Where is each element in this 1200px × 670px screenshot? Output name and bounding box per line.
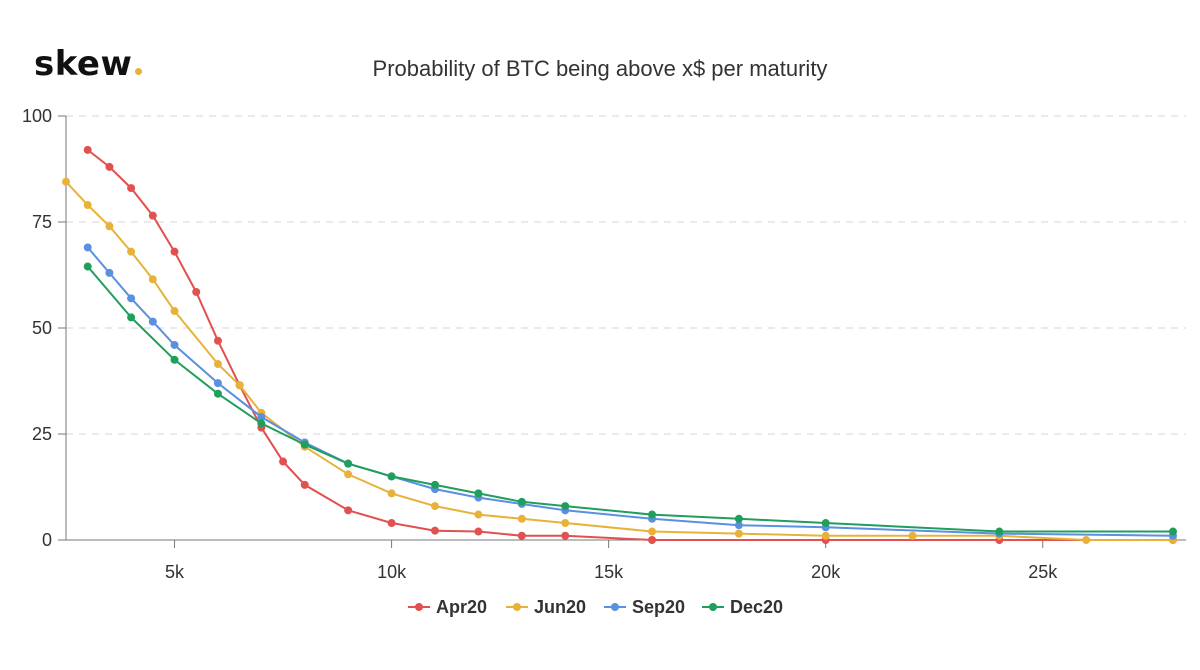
y-tick-label: 75 <box>32 212 52 232</box>
data-point[interactable] <box>517 497 526 506</box>
data-point[interactable] <box>127 184 136 193</box>
data-point[interactable] <box>170 247 179 256</box>
legend-marker-icon <box>415 603 423 611</box>
data-point[interactable] <box>995 527 1004 536</box>
data-point[interactable] <box>62 177 70 186</box>
data-point[interactable] <box>127 247 136 256</box>
logo-dot-icon <box>135 68 143 75</box>
data-point[interactable] <box>561 531 570 540</box>
series-line <box>65 181 1173 541</box>
x-tick-label: 25k <box>1028 562 1058 582</box>
data-point[interactable] <box>648 536 657 544</box>
y-tick-label: 25 <box>32 424 52 444</box>
legend-marker-icon <box>611 603 619 611</box>
data-point[interactable] <box>257 413 266 422</box>
data-point[interactable] <box>300 440 309 449</box>
series-sep20 <box>83 243 1177 540</box>
data-point[interactable] <box>148 275 157 284</box>
y-tick-label: 0 <box>42 530 52 550</box>
series-apr20 <box>83 145 1177 544</box>
data-point[interactable] <box>734 521 743 530</box>
series-line <box>86 246 1174 537</box>
logo-text: skew <box>34 44 133 84</box>
data-point[interactable] <box>474 489 483 498</box>
data-point[interactable] <box>908 531 917 540</box>
data-point[interactable] <box>83 243 92 252</box>
legend[interactable]: Apr20 Jun20 Sep20 Dec20 <box>408 597 783 617</box>
data-point[interactable] <box>561 502 570 511</box>
data-point[interactable] <box>734 529 743 538</box>
data-point[interactable] <box>213 336 222 345</box>
data-point[interactable] <box>83 262 92 271</box>
series-jun20 <box>62 177 1177 544</box>
legend-item-apr20[interactable]: Apr20 <box>408 597 487 617</box>
data-point[interactable] <box>105 222 114 231</box>
data-point[interactable] <box>648 510 657 519</box>
data-point[interactable] <box>235 381 244 390</box>
data-point[interactable] <box>474 510 483 519</box>
data-point[interactable] <box>1168 527 1177 536</box>
data-point[interactable] <box>517 514 526 523</box>
data-point[interactable] <box>170 307 179 316</box>
data-point[interactable] <box>279 457 288 466</box>
x-tick-label: 15k <box>594 562 624 582</box>
data-point[interactable] <box>734 514 743 523</box>
series-dec20 <box>83 262 1177 536</box>
y-tick-label: 100 <box>22 106 52 126</box>
legend-label: Apr20 <box>436 597 487 617</box>
data-point[interactable] <box>83 145 92 154</box>
axes: 0 25 50 75 100 5k 10k 15k 20k 25k <box>22 106 1186 582</box>
x-tick-label: 5k <box>165 562 185 582</box>
grid <box>66 115 1186 435</box>
legend-marker-icon <box>709 603 717 611</box>
data-point[interactable] <box>1082 536 1091 544</box>
chart-title: Probability of BTC being above x$ per ma… <box>373 56 828 81</box>
data-point[interactable] <box>213 360 222 369</box>
skew-logo: skew <box>34 44 143 84</box>
data-point[interactable] <box>213 389 222 398</box>
data-point[interactable] <box>192 287 201 296</box>
data-point[interactable] <box>105 162 114 171</box>
legend-item-dec20[interactable]: Dec20 <box>702 597 783 617</box>
data-point[interactable] <box>127 294 136 303</box>
legend-label: Dec20 <box>730 597 783 617</box>
y-tick-label: 50 <box>32 318 52 338</box>
legend-marker-icon <box>513 603 521 611</box>
data-point[interactable] <box>430 526 439 535</box>
data-point[interactable] <box>474 527 483 536</box>
data-point[interactable] <box>170 355 179 364</box>
data-point[interactable] <box>170 340 179 349</box>
legend-label: Sep20 <box>632 597 685 617</box>
data-point[interactable] <box>213 379 222 388</box>
data-point[interactable] <box>430 502 439 511</box>
series-group <box>62 145 1177 544</box>
data-point[interactable] <box>821 519 830 528</box>
data-point[interactable] <box>561 519 570 528</box>
data-point[interactable] <box>387 519 396 528</box>
data-point[interactable] <box>430 480 439 489</box>
data-point[interactable] <box>387 489 396 498</box>
data-point[interactable] <box>300 480 309 489</box>
data-point[interactable] <box>387 472 396 481</box>
data-point[interactable] <box>648 527 657 536</box>
x-tick-label: 10k <box>377 562 407 582</box>
data-point[interactable] <box>344 459 353 468</box>
data-point[interactable] <box>105 268 114 277</box>
data-point[interactable] <box>821 531 830 540</box>
data-point[interactable] <box>344 470 353 479</box>
data-point[interactable] <box>344 506 353 515</box>
series-line <box>87 149 1173 541</box>
data-point[interactable] <box>83 201 92 210</box>
data-point[interactable] <box>148 211 157 220</box>
legend-label: Jun20 <box>534 597 586 617</box>
legend-item-sep20[interactable]: Sep20 <box>604 597 685 617</box>
legend-item-jun20[interactable]: Jun20 <box>506 597 586 617</box>
data-point[interactable] <box>517 531 526 540</box>
data-point[interactable] <box>127 313 136 322</box>
x-tick-label: 20k <box>811 562 841 582</box>
data-point[interactable] <box>148 317 157 326</box>
data-point[interactable] <box>257 419 266 428</box>
